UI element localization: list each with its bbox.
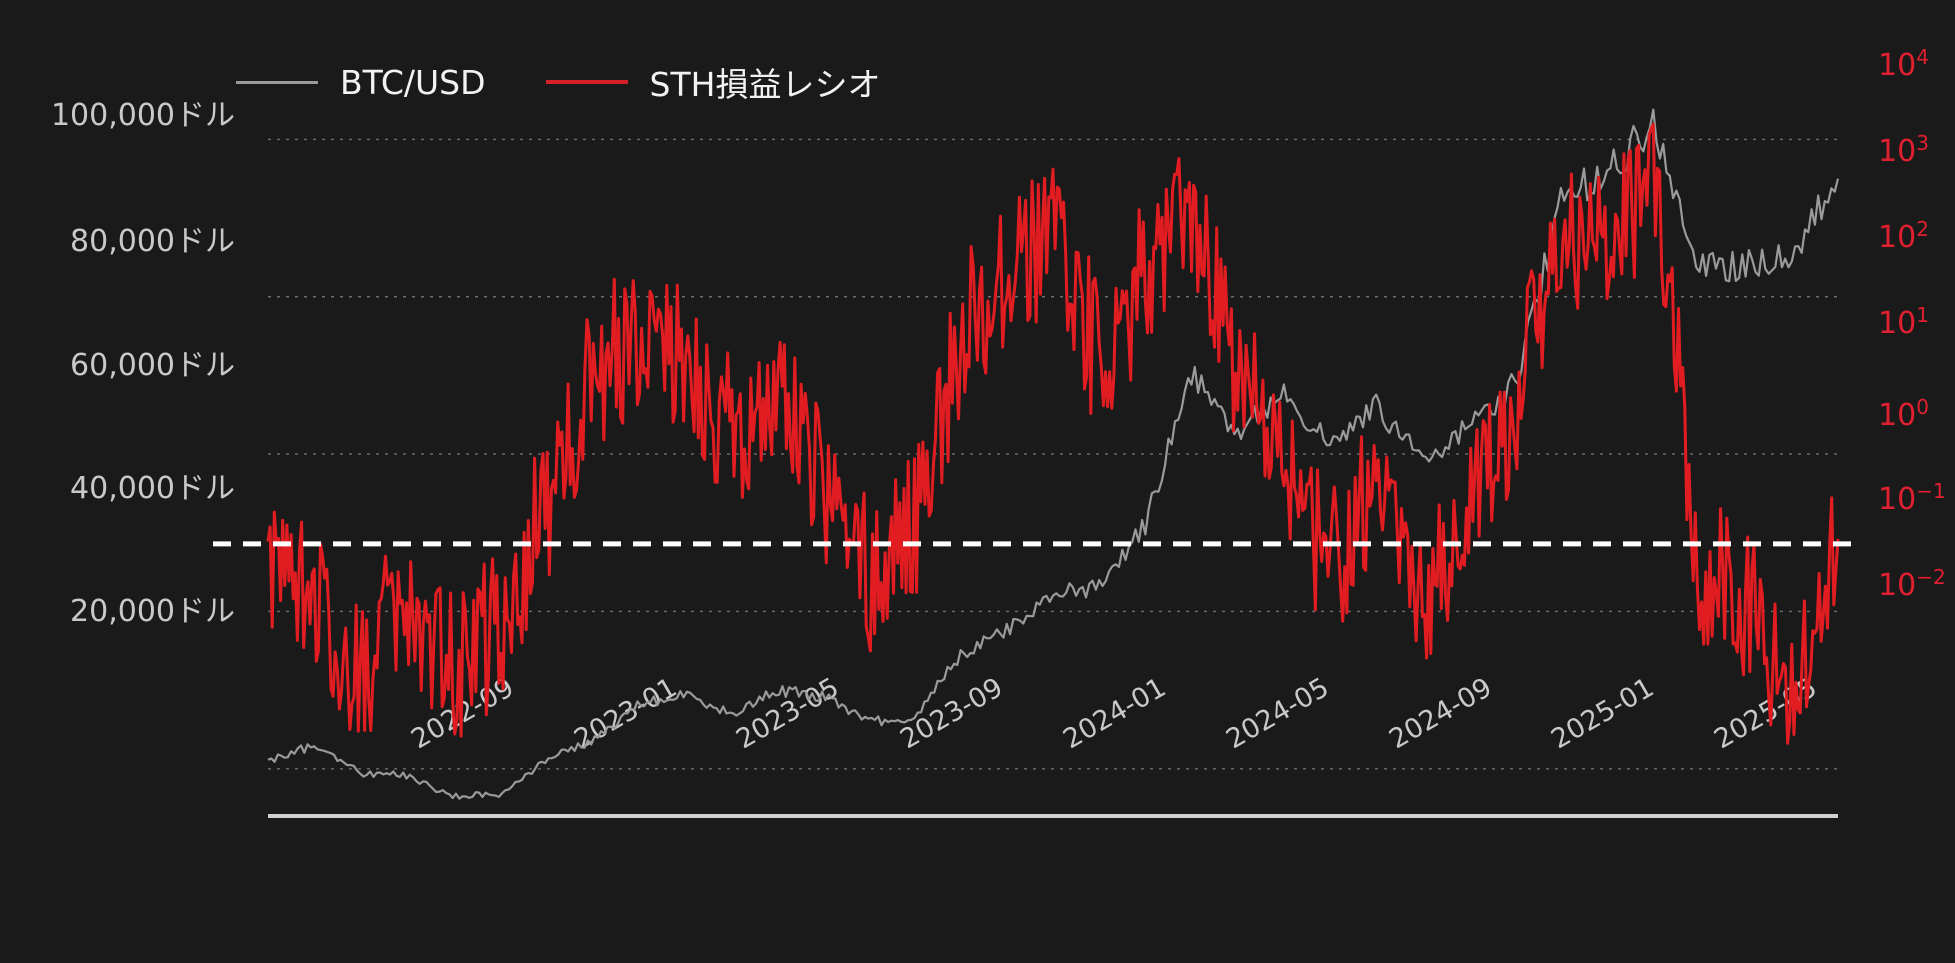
ytick-right-4-mantissa: 10 — [1878, 398, 1917, 433]
ytick-right-6-mantissa: 10 — [1878, 568, 1917, 603]
ytick-left-2: 60,000ドル — [70, 348, 235, 383]
ytick-right-0-exponent: 4 — [1916, 45, 1929, 69]
legend-swatch-btcusd — [236, 80, 318, 84]
ytick-left-0: 100,000ドル — [50, 98, 235, 133]
ytick-right-5-mantissa: 10 — [1878, 482, 1917, 517]
ytick-right-5: 10−1 — [1878, 479, 1946, 517]
ytick-right-3: 101 — [1878, 303, 1929, 341]
legend-label-sth-ratio: STH損益レシオ — [649, 65, 881, 104]
ytick-right-1-exponent: 3 — [1916, 131, 1929, 155]
ytick-left-3: 40,000ドル — [70, 471, 235, 506]
ytick-right-3-mantissa: 10 — [1878, 306, 1917, 341]
ytick-right-5-exponent: −1 — [1916, 479, 1946, 503]
legend-item-sth-ratio[interactable]: STH損益レシオ — [545, 58, 881, 106]
ytick-right-0: 104 — [1878, 45, 1929, 83]
ytick-left-4: 20,000ドル — [70, 594, 235, 629]
ytick-right-1: 103 — [1878, 131, 1929, 169]
ytick-right-2: 102 — [1878, 217, 1929, 255]
chart-legend: BTC/USD STH損益レシオ — [236, 58, 880, 106]
legend-item-btcusd[interactable]: BTC/USD — [236, 63, 486, 102]
ytick-right-4-exponent: 0 — [1916, 395, 1929, 419]
ytick-left-1: 80,000ドル — [70, 224, 235, 259]
ytick-right-6: 10−2 — [1878, 565, 1946, 603]
ytick-right-6-exponent: −2 — [1916, 565, 1946, 589]
legend-swatch-sth-ratio — [545, 80, 628, 84]
ytick-right-0-mantissa: 10 — [1878, 48, 1917, 83]
ytick-right-3-exponent: 1 — [1916, 303, 1929, 327]
series-line-btcusd — [267, 108, 1840, 800]
legend-label-btcusd: BTC/USD — [340, 62, 486, 102]
ytick-right-2-exponent: 2 — [1916, 217, 1929, 241]
gridline-group — [268, 138, 1838, 770]
series-line-sth-ratio — [266, 122, 1840, 745]
ytick-right-1-mantissa: 10 — [1878, 134, 1917, 169]
ytick-right-4: 100 — [1878, 395, 1929, 433]
ytick-right-2-mantissa: 10 — [1878, 220, 1917, 255]
